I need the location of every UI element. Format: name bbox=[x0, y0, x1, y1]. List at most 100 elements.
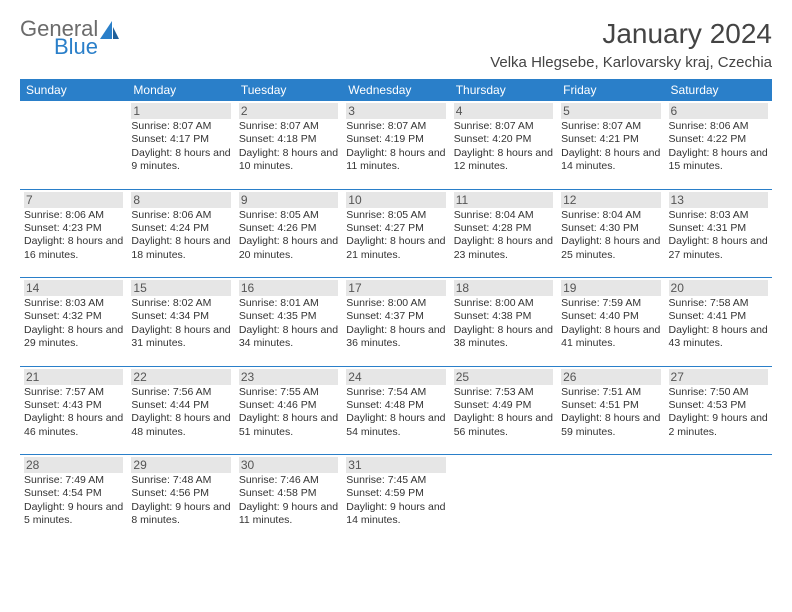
day-number: 25 bbox=[454, 369, 553, 385]
day-cell: 10Sunrise: 8:05 AMSunset: 4:27 PMDayligh… bbox=[342, 190, 449, 278]
day-info: Sunrise: 7:51 AMSunset: 4:51 PMDaylight:… bbox=[561, 386, 660, 440]
day-cell: 8Sunrise: 8:06 AMSunset: 4:24 PMDaylight… bbox=[127, 190, 234, 278]
day-cell: 1Sunrise: 8:07 AMSunset: 4:17 PMDaylight… bbox=[127, 101, 234, 189]
day-number: 6 bbox=[669, 103, 768, 119]
day-info: Sunrise: 7:53 AMSunset: 4:49 PMDaylight:… bbox=[454, 386, 553, 440]
day-info: Sunrise: 7:45 AMSunset: 4:59 PMDaylight:… bbox=[346, 474, 445, 528]
logo-text-blue: Blue bbox=[54, 36, 121, 58]
day-info: Sunrise: 8:00 AMSunset: 4:37 PMDaylight:… bbox=[346, 297, 445, 351]
logo: GeneralBlue bbox=[20, 18, 121, 58]
day-info: Sunrise: 7:59 AMSunset: 4:40 PMDaylight:… bbox=[561, 297, 660, 351]
day-info: Sunrise: 8:05 AMSunset: 4:27 PMDaylight:… bbox=[346, 209, 445, 263]
day-cell: 31Sunrise: 7:45 AMSunset: 4:59 PMDayligh… bbox=[342, 455, 449, 543]
day-cell: 16Sunrise: 8:01 AMSunset: 4:35 PMDayligh… bbox=[235, 278, 342, 366]
day-number: 28 bbox=[24, 457, 123, 473]
col-sunday: Sunday bbox=[20, 79, 127, 101]
day-cell: 23Sunrise: 7:55 AMSunset: 4:46 PMDayligh… bbox=[235, 367, 342, 455]
day-info: Sunrise: 7:58 AMSunset: 4:41 PMDaylight:… bbox=[669, 297, 768, 351]
day-cell: 12Sunrise: 8:04 AMSunset: 4:30 PMDayligh… bbox=[557, 190, 664, 278]
day-info: Sunrise: 7:56 AMSunset: 4:44 PMDaylight:… bbox=[131, 386, 230, 440]
day-number: 14 bbox=[24, 280, 123, 296]
day-number: 12 bbox=[561, 192, 660, 208]
day-number: 19 bbox=[561, 280, 660, 296]
location: Velka Hlegsebe, Karlovarsky kraj, Czechi… bbox=[490, 54, 772, 71]
day-info: Sunrise: 8:06 AMSunset: 4:24 PMDaylight:… bbox=[131, 209, 230, 263]
day-cell: 19Sunrise: 7:59 AMSunset: 4:40 PMDayligh… bbox=[557, 278, 664, 366]
day-info: Sunrise: 7:50 AMSunset: 4:53 PMDaylight:… bbox=[669, 386, 768, 440]
day-number: 1 bbox=[131, 103, 230, 119]
day-number: 11 bbox=[454, 192, 553, 208]
day-cell: 26Sunrise: 7:51 AMSunset: 4:51 PMDayligh… bbox=[557, 367, 664, 455]
day-number: 10 bbox=[346, 192, 445, 208]
day-info: Sunrise: 8:07 AMSunset: 4:20 PMDaylight:… bbox=[454, 120, 553, 174]
day-info: Sunrise: 8:03 AMSunset: 4:32 PMDaylight:… bbox=[24, 297, 123, 351]
day-number: 8 bbox=[131, 192, 230, 208]
day-info: Sunrise: 7:57 AMSunset: 4:43 PMDaylight:… bbox=[24, 386, 123, 440]
day-cell: 4Sunrise: 8:07 AMSunset: 4:20 PMDaylight… bbox=[450, 101, 557, 189]
day-number: 26 bbox=[561, 369, 660, 385]
day-info: Sunrise: 8:00 AMSunset: 4:38 PMDaylight:… bbox=[454, 297, 553, 351]
week-row: 21Sunrise: 7:57 AMSunset: 4:43 PMDayligh… bbox=[20, 367, 772, 455]
day-info: Sunrise: 8:04 AMSunset: 4:28 PMDaylight:… bbox=[454, 209, 553, 263]
day-info: Sunrise: 8:05 AMSunset: 4:26 PMDaylight:… bbox=[239, 209, 338, 263]
day-cell: 25Sunrise: 7:53 AMSunset: 4:49 PMDayligh… bbox=[450, 367, 557, 455]
day-number: 4 bbox=[454, 103, 553, 119]
day-cell: 15Sunrise: 8:02 AMSunset: 4:34 PMDayligh… bbox=[127, 278, 234, 366]
week-row: 28Sunrise: 7:49 AMSunset: 4:54 PMDayligh… bbox=[20, 455, 772, 543]
day-number: 7 bbox=[24, 192, 123, 208]
day-info: Sunrise: 7:55 AMSunset: 4:46 PMDaylight:… bbox=[239, 386, 338, 440]
day-cell: 14Sunrise: 8:03 AMSunset: 4:32 PMDayligh… bbox=[20, 278, 127, 366]
day-number: 15 bbox=[131, 280, 230, 296]
calendar-table: Sunday Monday Tuesday Wednesday Thursday… bbox=[20, 79, 772, 543]
day-cell: 29Sunrise: 7:48 AMSunset: 4:56 PMDayligh… bbox=[127, 455, 234, 543]
day-cell: 20Sunrise: 7:58 AMSunset: 4:41 PMDayligh… bbox=[665, 278, 772, 366]
day-info: Sunrise: 8:07 AMSunset: 4:19 PMDaylight:… bbox=[346, 120, 445, 174]
day-number: 23 bbox=[239, 369, 338, 385]
day-number: 16 bbox=[239, 280, 338, 296]
day-number: 30 bbox=[239, 457, 338, 473]
day-info: Sunrise: 7:48 AMSunset: 4:56 PMDaylight:… bbox=[131, 474, 230, 528]
day-number: 9 bbox=[239, 192, 338, 208]
col-wednesday: Wednesday bbox=[342, 79, 449, 101]
day-number: 20 bbox=[669, 280, 768, 296]
day-header-row: Sunday Monday Tuesday Wednesday Thursday… bbox=[20, 79, 772, 101]
day-info: Sunrise: 8:02 AMSunset: 4:34 PMDaylight:… bbox=[131, 297, 230, 351]
day-cell: 24Sunrise: 7:54 AMSunset: 4:48 PMDayligh… bbox=[342, 367, 449, 455]
day-info: Sunrise: 8:07 AMSunset: 4:21 PMDaylight:… bbox=[561, 120, 660, 174]
day-cell: 7Sunrise: 8:06 AMSunset: 4:23 PMDaylight… bbox=[20, 190, 127, 278]
day-info: Sunrise: 7:49 AMSunset: 4:54 PMDaylight:… bbox=[24, 474, 123, 528]
day-cell: 18Sunrise: 8:00 AMSunset: 4:38 PMDayligh… bbox=[450, 278, 557, 366]
col-tuesday: Tuesday bbox=[235, 79, 342, 101]
day-cell: 5Sunrise: 8:07 AMSunset: 4:21 PMDaylight… bbox=[557, 101, 664, 189]
week-row: 14Sunrise: 8:03 AMSunset: 4:32 PMDayligh… bbox=[20, 278, 772, 366]
day-info: Sunrise: 7:46 AMSunset: 4:58 PMDaylight:… bbox=[239, 474, 338, 528]
day-number: 13 bbox=[669, 192, 768, 208]
day-number: 2 bbox=[239, 103, 338, 119]
day-number: 31 bbox=[346, 457, 445, 473]
day-number: 3 bbox=[346, 103, 445, 119]
week-row: 1Sunrise: 8:07 AMSunset: 4:17 PMDaylight… bbox=[20, 101, 772, 189]
day-number: 22 bbox=[131, 369, 230, 385]
calendar-body: 1Sunrise: 8:07 AMSunset: 4:17 PMDaylight… bbox=[20, 101, 772, 543]
day-number: 21 bbox=[24, 369, 123, 385]
day-number: 24 bbox=[346, 369, 445, 385]
day-info: Sunrise: 8:01 AMSunset: 4:35 PMDaylight:… bbox=[239, 297, 338, 351]
day-cell: 22Sunrise: 7:56 AMSunset: 4:44 PMDayligh… bbox=[127, 367, 234, 455]
day-info: Sunrise: 8:03 AMSunset: 4:31 PMDaylight:… bbox=[669, 209, 768, 263]
day-cell bbox=[450, 455, 557, 543]
title-block: January 2024 Velka Hlegsebe, Karlovarsky… bbox=[490, 18, 772, 71]
day-number: 18 bbox=[454, 280, 553, 296]
day-number: 29 bbox=[131, 457, 230, 473]
day-cell: 13Sunrise: 8:03 AMSunset: 4:31 PMDayligh… bbox=[665, 190, 772, 278]
day-number: 5 bbox=[561, 103, 660, 119]
day-info: Sunrise: 8:06 AMSunset: 4:23 PMDaylight:… bbox=[24, 209, 123, 263]
day-info: Sunrise: 8:06 AMSunset: 4:22 PMDaylight:… bbox=[669, 120, 768, 174]
day-cell: 3Sunrise: 8:07 AMSunset: 4:19 PMDaylight… bbox=[342, 101, 449, 189]
day-cell: 27Sunrise: 7:50 AMSunset: 4:53 PMDayligh… bbox=[665, 367, 772, 455]
header: GeneralBlue January 2024 Velka Hlegsebe,… bbox=[20, 18, 772, 71]
day-cell: 2Sunrise: 8:07 AMSunset: 4:18 PMDaylight… bbox=[235, 101, 342, 189]
day-cell: 9Sunrise: 8:05 AMSunset: 4:26 PMDaylight… bbox=[235, 190, 342, 278]
day-cell: 11Sunrise: 8:04 AMSunset: 4:28 PMDayligh… bbox=[450, 190, 557, 278]
col-thursday: Thursday bbox=[450, 79, 557, 101]
col-monday: Monday bbox=[127, 79, 234, 101]
